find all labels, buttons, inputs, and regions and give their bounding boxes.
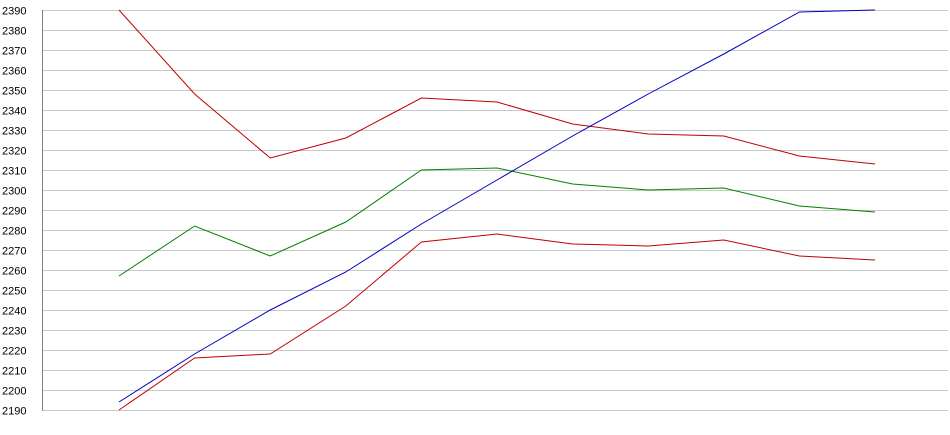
y-tick-label: 2200 [2, 386, 26, 398]
gridlines [42, 10, 948, 411]
y-tick-label: 2240 [2, 306, 26, 318]
y-tick-label: 2230 [2, 326, 26, 338]
y-tick-label: 2210 [2, 366, 26, 378]
y-tick-label: 2250 [2, 286, 26, 298]
y-tick-label: 2350 [2, 86, 26, 98]
y-tick-label: 2270 [2, 246, 26, 258]
series-line-2 [118, 167, 876, 277]
y-tick-label: 2370 [2, 46, 26, 58]
y-tick-label: 2220 [2, 346, 26, 358]
y-tick-labels: 2190 2200 2210 2220 2230 2240 2250 2260 2270 2280… [2, 6, 26, 418]
y-tick-label: 2330 [2, 126, 26, 138]
series-lines [118, 9, 876, 411]
y-tick-label: 2190 [2, 406, 26, 418]
y-tick-label: 2320 [2, 146, 26, 158]
y-tick-label: 2280 [2, 226, 26, 238]
y-tick-label: 2260 [2, 266, 26, 278]
y-tick-label: 2390 [2, 6, 26, 18]
series-line-1 [118, 9, 876, 165]
y-tick-label: 2380 [2, 26, 26, 38]
y-tick-label: 2360 [2, 66, 26, 78]
y-tick-label: 2310 [2, 166, 26, 178]
y-tick-label: 2340 [2, 106, 26, 118]
y-tick-label: 2290 [2, 206, 26, 218]
series-line-3 [118, 9, 876, 403]
series-line-4 [118, 233, 876, 411]
y-tick-label: 2300 [2, 186, 26, 198]
